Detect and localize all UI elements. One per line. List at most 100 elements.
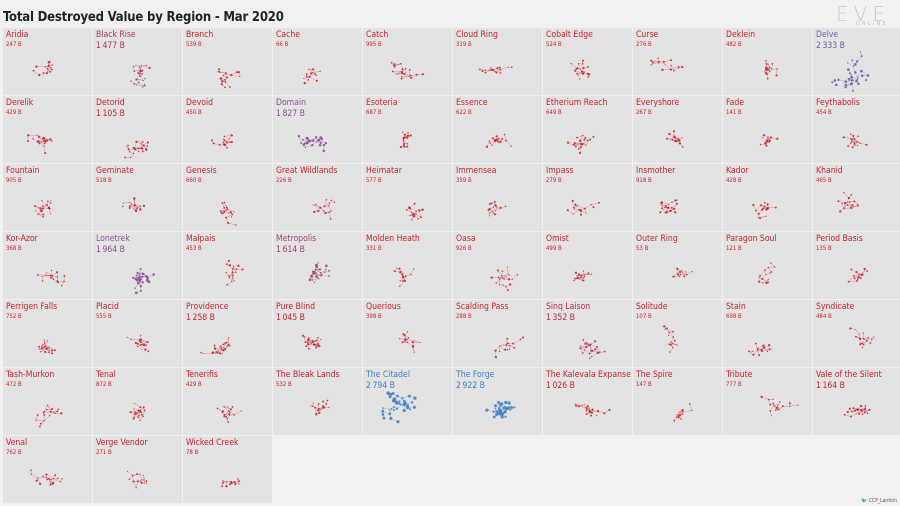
map-system-node xyxy=(492,410,495,413)
map-system-node xyxy=(408,68,411,71)
region-name: Genesis xyxy=(186,166,217,176)
map-system-node xyxy=(499,68,502,71)
map-system-node xyxy=(860,55,863,58)
map-system-node xyxy=(503,410,507,414)
map-link xyxy=(217,348,222,353)
map-system-node xyxy=(406,338,408,341)
map-link xyxy=(138,82,143,88)
map-system-node xyxy=(325,199,328,201)
region-map xyxy=(478,66,513,74)
map-system-node xyxy=(861,413,864,416)
map-system-node xyxy=(765,59,767,62)
map-system-node xyxy=(856,278,859,281)
map-link xyxy=(495,69,501,72)
map-system-node xyxy=(406,341,409,344)
map-system-node xyxy=(509,274,511,276)
map-system-node xyxy=(765,281,768,285)
map-system-node xyxy=(307,338,310,342)
map-system-node xyxy=(858,412,861,415)
map-system-node xyxy=(669,68,672,71)
map-link xyxy=(132,474,140,476)
map-system-node xyxy=(402,145,404,147)
map-system-node xyxy=(225,341,228,344)
map-link xyxy=(134,144,143,149)
map-system-node xyxy=(575,67,578,70)
map-link xyxy=(591,353,598,357)
region-panel-catch: Catch 995 B xyxy=(363,28,452,95)
map-system-node xyxy=(850,415,852,418)
map-system-node xyxy=(856,279,859,282)
region-name: Impass xyxy=(546,166,574,176)
map-system-node xyxy=(488,140,491,142)
map-system-node xyxy=(760,348,763,351)
map-system-node xyxy=(226,141,228,144)
map-system-node xyxy=(230,481,233,484)
region-panel-everyshore: Everyshore 267 B xyxy=(633,96,722,163)
map-system-node xyxy=(139,480,142,482)
map-system-node xyxy=(507,406,511,410)
map-system-node xyxy=(404,67,407,70)
map-link xyxy=(670,337,674,343)
map-system-node xyxy=(141,272,144,275)
map-system-node xyxy=(223,405,226,408)
map-system-node xyxy=(502,406,506,410)
map-link xyxy=(41,276,43,281)
map-link xyxy=(44,340,48,347)
map-system-node xyxy=(132,146,135,150)
map-system-node xyxy=(682,411,684,413)
map-link xyxy=(512,274,518,280)
map-system-node xyxy=(586,404,589,408)
map-link xyxy=(226,214,233,218)
map-system-node xyxy=(139,73,141,75)
map-system-node xyxy=(399,285,401,287)
region-value: 872 B xyxy=(96,381,112,388)
map-system-node xyxy=(748,350,750,353)
map-system-node xyxy=(46,404,49,406)
map-system-node xyxy=(673,69,675,72)
map-system-node xyxy=(843,413,846,416)
map-system-node xyxy=(863,267,866,271)
region-name: Lonetrek xyxy=(96,234,130,244)
map-system-node xyxy=(133,413,135,415)
map-system-node xyxy=(39,351,42,353)
map-link xyxy=(581,140,588,145)
map-system-node xyxy=(127,144,129,146)
map-system-node xyxy=(238,480,241,482)
map-link xyxy=(220,209,227,212)
map-system-node xyxy=(841,202,843,205)
map-link xyxy=(855,329,860,335)
region-map xyxy=(301,334,322,350)
map-system-node xyxy=(224,72,227,75)
region-name: Venal xyxy=(6,438,28,448)
map-link xyxy=(419,210,422,218)
map-system-node xyxy=(678,275,681,278)
map-system-node xyxy=(229,408,233,411)
map-link xyxy=(130,410,139,413)
region-value: 484 B xyxy=(816,313,832,320)
map-system-node xyxy=(581,72,585,75)
map-system-node xyxy=(488,202,491,205)
region-name: Heimatar xyxy=(366,166,402,176)
region-value: 918 B xyxy=(636,177,652,184)
map-system-node xyxy=(218,68,221,71)
map-system-node xyxy=(38,348,41,350)
map-system-node xyxy=(128,206,131,210)
map-system-node xyxy=(508,348,511,351)
map-link xyxy=(668,332,674,338)
region-value: 247 B xyxy=(6,41,22,48)
map-system-node xyxy=(481,69,484,73)
map-system-node xyxy=(846,410,849,414)
map-link xyxy=(47,66,50,72)
map-system-node xyxy=(850,141,853,143)
map-system-node xyxy=(226,208,229,210)
map-link xyxy=(145,142,149,149)
map-system-node xyxy=(41,200,43,202)
region-map xyxy=(30,469,63,486)
map-system-node xyxy=(136,345,138,348)
map-link xyxy=(142,410,145,417)
map-system-node xyxy=(135,487,137,489)
map-system-node xyxy=(325,403,328,405)
map-link xyxy=(858,408,866,411)
map-system-node xyxy=(850,194,853,196)
map-link xyxy=(755,343,758,351)
